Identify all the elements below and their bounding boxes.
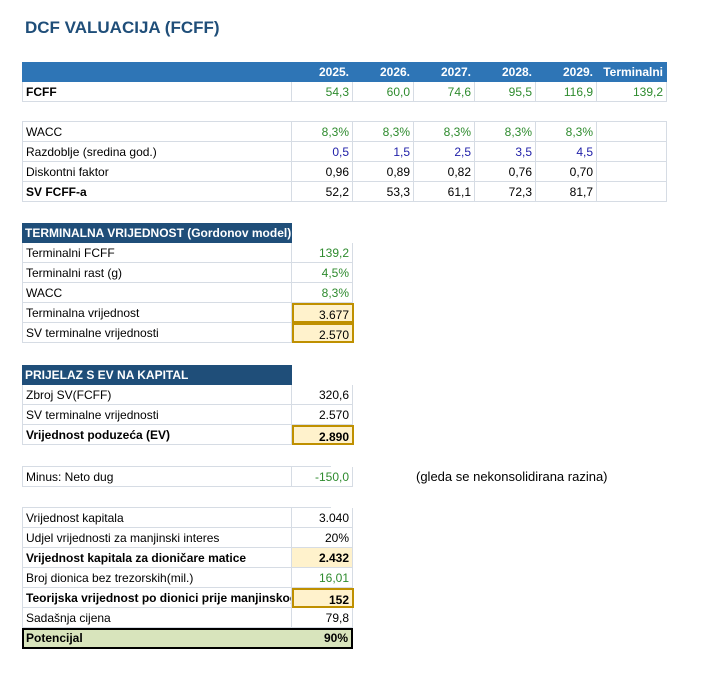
terminal-value: 8,3% xyxy=(292,283,353,303)
header-year: 2026. xyxy=(353,62,414,82)
header-year: 2028. xyxy=(475,62,536,82)
row-label: Terminalni FCFF xyxy=(22,243,292,263)
bridge-heading: PRIJELAZ S EV NA KAPITAL xyxy=(22,365,292,385)
pv-value: 61,1 xyxy=(414,182,475,202)
empty-cell xyxy=(597,122,667,142)
terminal-value: 4,5% xyxy=(292,263,353,283)
header-year: 2025. xyxy=(292,62,353,82)
equity-top xyxy=(22,507,331,508)
potential-row: Potencijal 90% xyxy=(22,628,353,649)
price-value: 79,8 xyxy=(292,608,353,628)
wacc-value: 8,3% xyxy=(353,122,414,142)
net-debt-note: (gleda se nekonsolidirana razina) xyxy=(416,469,608,484)
net-debt-top xyxy=(22,466,331,467)
factor-value: 0,96 xyxy=(292,162,353,182)
empty-cell xyxy=(597,162,667,182)
bridge-value: 320,6 xyxy=(292,385,353,405)
terminal-heading: TERMINALNA VRIJEDNOST (Gordonov model) xyxy=(22,223,292,243)
fcff-value: 54,3 xyxy=(292,82,353,102)
bridge-value: 2.570 xyxy=(292,405,353,425)
period-value: 0,5 xyxy=(292,142,353,162)
period-value: 4,5 xyxy=(536,142,597,162)
row-label: Diskontni faktor xyxy=(22,162,292,182)
empty-cell xyxy=(597,142,667,162)
pv-value: 53,3 xyxy=(353,182,414,202)
discount-table-top xyxy=(22,121,667,122)
header-year: 2027. xyxy=(414,62,475,82)
factor-value: 0,70 xyxy=(536,162,597,182)
equity-value: 16,01 xyxy=(292,568,353,588)
equity-value: 20% xyxy=(292,528,353,548)
factor-value: 0,76 xyxy=(475,162,536,182)
equity-value: 2.432 xyxy=(292,548,353,568)
header-year: Terminalni xyxy=(597,62,667,82)
ev-value: 2.890 xyxy=(292,425,354,445)
wacc-value: 8,3% xyxy=(475,122,536,142)
period-value: 2,5 xyxy=(414,142,475,162)
row-label: Sadašnja cijena xyxy=(22,608,292,628)
period-value: 3,5 xyxy=(475,142,536,162)
row-label: Razdoblje (sredina god.) xyxy=(22,142,292,162)
terminal-value: 2.570 xyxy=(292,323,354,343)
wacc-value: 8,3% xyxy=(292,122,353,142)
fcff-value: 116,9 xyxy=(536,82,597,102)
row-label: Terminalni rast (g) xyxy=(22,263,292,283)
pv-value: 81,7 xyxy=(536,182,597,202)
row-label: SV terminalne vrijednosti xyxy=(22,405,292,425)
row-label: Teorijska vrijednost po dionici prije ma… xyxy=(22,588,292,608)
row-label: Vrijednost kapitala za dioničare matice xyxy=(22,548,292,568)
pv-value: 72,3 xyxy=(475,182,536,202)
factor-value: 0,82 xyxy=(414,162,475,182)
net-debt-value: -150,0 xyxy=(292,467,353,487)
empty-cell xyxy=(597,182,667,202)
wacc-value: 8,3% xyxy=(536,122,597,142)
fcff-value: 60,0 xyxy=(353,82,414,102)
per-share-value: 152 xyxy=(292,588,354,608)
wacc-value: 8,3% xyxy=(414,122,475,142)
terminal-value: 139,2 xyxy=(292,243,353,263)
period-value: 1,5 xyxy=(353,142,414,162)
row-label: Udjel vrijednosti za manjinski interes xyxy=(22,528,292,548)
row-label: WACC xyxy=(22,283,292,303)
row-label: SV FCFF-a xyxy=(22,182,292,202)
fcff-value: 95,5 xyxy=(475,82,536,102)
fcff-value: 74,6 xyxy=(414,82,475,102)
terminal-value: 3.677 xyxy=(292,303,354,323)
row-label: Vrijednost kapitala xyxy=(22,508,292,528)
header-year: 2029. xyxy=(536,62,597,82)
row-label: Broj dionica bez trezorskih(mil.) xyxy=(22,568,292,588)
header-blank xyxy=(22,62,292,82)
fcff-value: 139,2 xyxy=(597,82,667,102)
row-label: Terminalna vrijednost xyxy=(22,303,292,323)
row-label: FCFF xyxy=(22,82,292,102)
potential-value: 90% xyxy=(323,631,348,645)
row-label: Vrijednost poduzeća (EV) xyxy=(22,425,292,445)
row-label: WACC xyxy=(22,122,292,142)
row-label: Zbroj SV(FCFF) xyxy=(22,385,292,405)
potential-label: Potencijal xyxy=(26,631,83,645)
row-label: Minus: Neto dug xyxy=(22,467,292,487)
row-label: SV terminalne vrijednosti xyxy=(22,323,292,343)
pv-value: 52,2 xyxy=(292,182,353,202)
page-title: DCF VALUACIJA (FCFF) xyxy=(25,18,220,37)
equity-value: 3.040 xyxy=(292,508,353,528)
factor-value: 0,89 xyxy=(353,162,414,182)
